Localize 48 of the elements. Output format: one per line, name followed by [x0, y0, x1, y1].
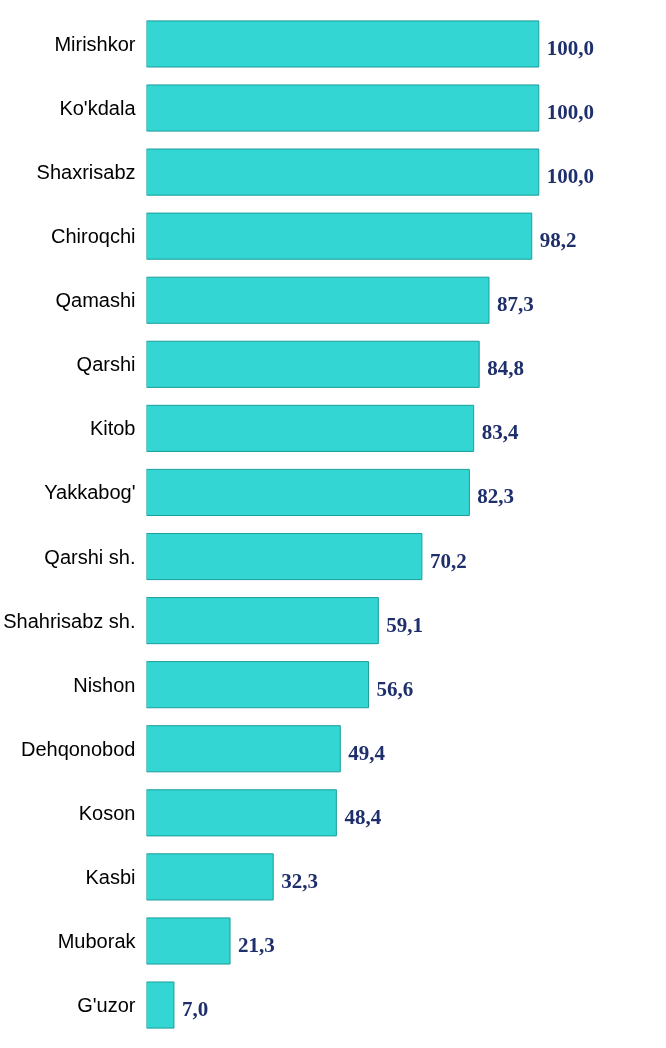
bar — [146, 84, 540, 132]
bar — [146, 212, 533, 260]
data-label: 100,0 — [546, 100, 595, 125]
data-label: 32,3 — [281, 868, 318, 893]
data-label: 48,4 — [344, 804, 382, 829]
bar — [146, 725, 341, 773]
data-label: 82,3 — [477, 484, 515, 509]
bar — [146, 917, 231, 965]
y-tick-label: G'uzor — [77, 994, 136, 1017]
bar — [146, 404, 475, 452]
y-tick-label: Ko'kdala — [59, 97, 137, 120]
bar — [146, 468, 470, 517]
data-label: 100,0 — [546, 164, 595, 189]
data-label: 87,3 — [496, 292, 534, 317]
bar — [146, 148, 540, 196]
y-tick-label: Kasbi — [85, 865, 136, 888]
bar — [146, 597, 379, 645]
y-tick-label: Koson — [78, 801, 136, 824]
bar — [146, 532, 423, 581]
bar — [146, 981, 175, 1029]
data-label: 56,6 — [376, 676, 414, 701]
data-label: 100,0 — [546, 35, 595, 60]
y-tick-label: Mirishkor — [54, 32, 136, 55]
y-tick-label: Shahrisabz sh. — [3, 609, 136, 632]
bar — [146, 853, 274, 901]
data-label: 98,2 — [539, 228, 577, 253]
y-tick-label: Qamashi — [55, 289, 136, 312]
y-tick-label: Shaxrisabz — [36, 161, 136, 184]
y-tick-label: Kitob — [89, 417, 136, 440]
y-tick-label: Qarshi sh. — [44, 545, 136, 568]
data-label: 59,1 — [386, 612, 424, 637]
bar — [146, 789, 337, 837]
bar — [146, 661, 370, 709]
data-label: 49,4 — [348, 740, 386, 765]
y-tick-label: Muborak — [57, 929, 137, 952]
y-tick-label: Dehqonobod — [20, 737, 136, 760]
bar — [146, 20, 540, 68]
data-label: 21,3 — [238, 932, 275, 957]
y-tick-label: Qarshi — [76, 353, 136, 376]
bar — [146, 340, 480, 388]
data-label: 83,4 — [481, 420, 519, 445]
data-label: 70,2 — [429, 548, 467, 573]
y-tick-label: Chiroqchi — [51, 225, 136, 248]
y-tick-label: Nishon — [73, 673, 136, 696]
bar — [146, 276, 490, 324]
data-label: 84,8 — [487, 356, 524, 381]
y-tick-label: Yakkabog' — [44, 481, 136, 504]
data-label: 7,0 — [181, 997, 209, 1022]
